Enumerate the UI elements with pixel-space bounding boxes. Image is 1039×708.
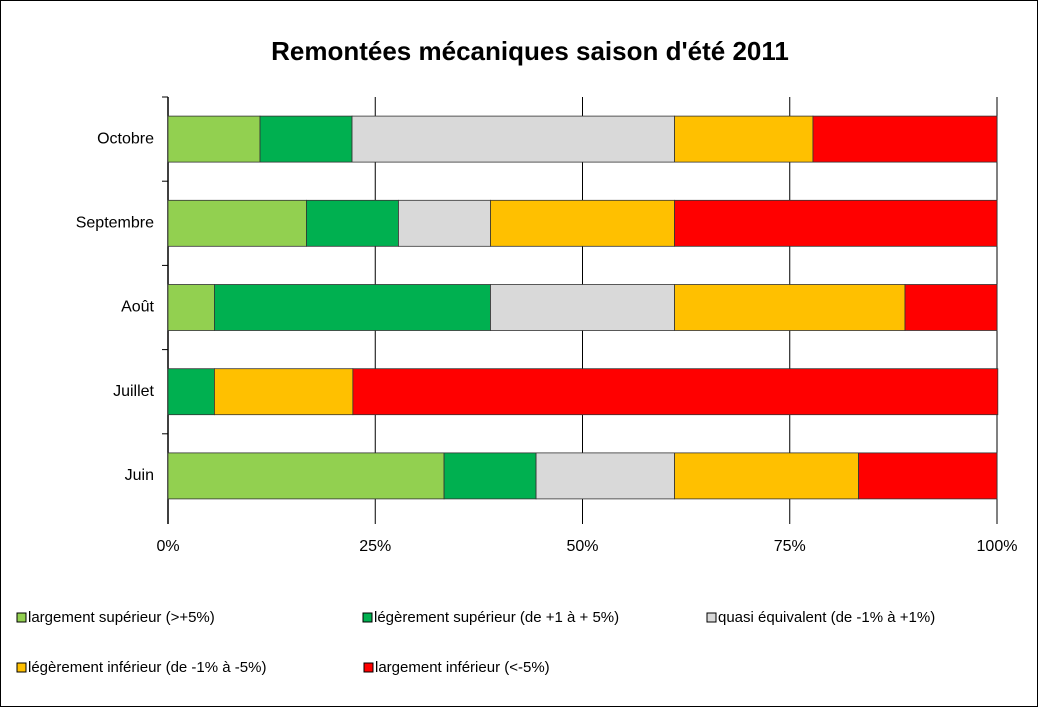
bar-segment xyxy=(214,284,491,331)
bar-segment xyxy=(674,452,859,500)
bar-segment xyxy=(167,115,261,163)
y-tick-label: Octobre xyxy=(97,130,154,147)
bar-segment xyxy=(858,452,998,500)
x-tick-label: 25% xyxy=(359,538,391,555)
y-tick-label: Juin xyxy=(125,467,154,484)
y-tick-label: Septembre xyxy=(76,215,154,232)
legend-label: largement inférieur (<-5%) xyxy=(375,659,550,676)
legend-swatch xyxy=(706,612,717,623)
bar-segment xyxy=(674,199,998,247)
legend-swatch xyxy=(362,612,373,623)
bar-segment xyxy=(167,284,215,331)
legend-swatch xyxy=(16,612,27,623)
legend-swatch xyxy=(363,662,374,673)
legend-label: quasi équivalent (de -1% à +1%) xyxy=(718,609,935,626)
x-tick-label: 50% xyxy=(566,538,598,555)
bar-segment xyxy=(812,115,998,163)
y-tick-label: Juillet xyxy=(113,383,154,400)
bar-segment xyxy=(214,368,354,416)
bar-segment xyxy=(352,368,999,416)
y-tick-label: Août xyxy=(121,299,154,316)
chart-title: Remontées mécaniques saison d'été 2011 xyxy=(271,36,789,66)
bar-segment xyxy=(674,115,814,163)
bar-segment xyxy=(904,284,998,331)
x-tick-label: 75% xyxy=(774,538,806,555)
bar-segment xyxy=(259,115,353,163)
bar-segment xyxy=(674,284,906,331)
bar-segment xyxy=(167,452,445,500)
bar-segment xyxy=(398,199,491,247)
legend-swatch xyxy=(16,662,27,673)
bar-segment xyxy=(306,199,399,247)
bar-segment xyxy=(167,199,307,247)
bar-segment xyxy=(443,452,537,500)
bar-segment xyxy=(535,452,675,500)
bar-segment xyxy=(490,199,675,247)
legend-label: légèrement inférieur (de -1% à -5%) xyxy=(28,659,266,676)
legend-label: largement supérieur (>+5%) xyxy=(28,609,215,626)
x-tick-label: 0% xyxy=(156,538,179,555)
bar-segment xyxy=(490,284,675,331)
bar-segment xyxy=(351,115,675,163)
legend-label: légèrement supérieur (de +1 à + 5%) xyxy=(374,609,619,626)
bar-segment xyxy=(167,368,215,416)
x-tick-label: 100% xyxy=(977,538,1018,555)
